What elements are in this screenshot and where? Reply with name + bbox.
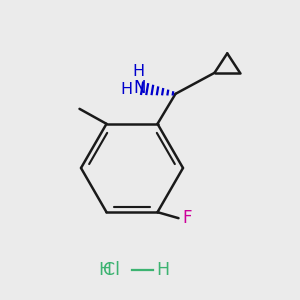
Text: Cl: Cl	[103, 261, 120, 279]
Text: F: F	[182, 209, 192, 227]
Text: H: H	[156, 261, 169, 279]
Text: H: H	[132, 64, 144, 79]
Text: N: N	[133, 79, 146, 97]
Text: H: H	[98, 261, 111, 279]
Text: H: H	[121, 82, 133, 97]
